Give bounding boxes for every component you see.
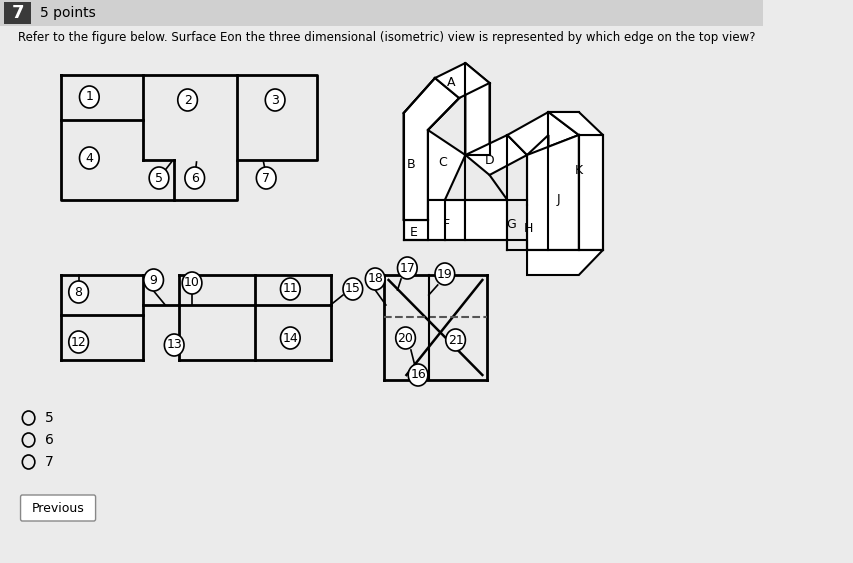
Text: 2: 2 [183, 93, 191, 106]
Text: 21: 21 [447, 333, 463, 346]
Text: 6: 6 [190, 172, 199, 185]
Polygon shape [548, 112, 602, 135]
Text: 12: 12 [71, 336, 86, 348]
Polygon shape [526, 250, 602, 275]
Text: K: K [574, 163, 583, 176]
Circle shape [69, 281, 89, 303]
Text: F: F [443, 218, 450, 231]
Text: 5: 5 [155, 172, 163, 185]
Text: 13: 13 [166, 338, 182, 351]
Text: 18: 18 [367, 272, 383, 285]
Circle shape [143, 269, 163, 291]
Polygon shape [434, 63, 489, 98]
Text: 7: 7 [262, 172, 270, 185]
Circle shape [185, 167, 205, 189]
Circle shape [445, 329, 465, 351]
Text: B: B [406, 159, 415, 172]
Text: H: H [524, 221, 533, 235]
Circle shape [408, 364, 427, 386]
Text: 20: 20 [397, 332, 413, 345]
Text: C: C [438, 155, 447, 168]
Polygon shape [465, 200, 507, 240]
Text: 15: 15 [345, 283, 360, 296]
Circle shape [265, 89, 285, 111]
Text: 11: 11 [282, 283, 298, 296]
Text: 8: 8 [74, 285, 83, 298]
Text: 1: 1 [85, 91, 93, 104]
Text: 7: 7 [12, 4, 24, 22]
Polygon shape [507, 112, 578, 155]
Polygon shape [403, 113, 427, 240]
Circle shape [149, 167, 169, 189]
Circle shape [182, 272, 201, 294]
Text: G: G [506, 218, 515, 231]
Polygon shape [526, 135, 548, 250]
Circle shape [365, 268, 385, 290]
Text: 3: 3 [271, 93, 279, 106]
Circle shape [164, 334, 183, 356]
Text: 19: 19 [437, 267, 452, 280]
Circle shape [69, 331, 89, 353]
Polygon shape [526, 135, 578, 250]
Text: A: A [446, 75, 455, 88]
Circle shape [177, 89, 197, 111]
Polygon shape [548, 112, 578, 240]
Circle shape [343, 278, 363, 300]
Text: 14: 14 [282, 332, 298, 345]
Circle shape [79, 86, 99, 108]
Text: 5 points: 5 points [40, 6, 96, 20]
Polygon shape [578, 135, 602, 250]
Polygon shape [403, 78, 459, 220]
Circle shape [22, 455, 35, 469]
Circle shape [79, 147, 99, 169]
Bar [4, 2, 32, 24]
Circle shape [280, 327, 299, 349]
Text: 9: 9 [149, 274, 158, 287]
Polygon shape [403, 78, 459, 130]
Text: Refer to the figure below. Surface Eon the three dimensional (isometric) view is: Refer to the figure below. Surface Eon t… [18, 31, 755, 44]
Circle shape [395, 327, 415, 349]
Circle shape [280, 278, 299, 300]
Text: 6: 6 [44, 433, 54, 447]
Circle shape [256, 167, 276, 189]
Text: 17: 17 [399, 261, 415, 275]
Polygon shape [465, 63, 489, 155]
Circle shape [434, 263, 454, 285]
Polygon shape [403, 220, 427, 240]
FancyBboxPatch shape [20, 495, 96, 521]
Polygon shape [465, 135, 526, 175]
Text: 10: 10 [184, 276, 200, 289]
Circle shape [22, 411, 35, 425]
Circle shape [397, 257, 416, 279]
Polygon shape [427, 130, 465, 200]
Text: Previous: Previous [32, 502, 84, 515]
Text: 5: 5 [44, 411, 54, 425]
Text: D: D [485, 154, 494, 167]
Text: 7: 7 [44, 455, 54, 469]
Polygon shape [427, 200, 465, 240]
Text: 16: 16 [409, 369, 426, 382]
Circle shape [22, 433, 35, 447]
Text: E: E [409, 226, 417, 239]
Bar [0, 0, 762, 26]
Text: J: J [556, 194, 560, 207]
Text: 4: 4 [85, 151, 93, 164]
